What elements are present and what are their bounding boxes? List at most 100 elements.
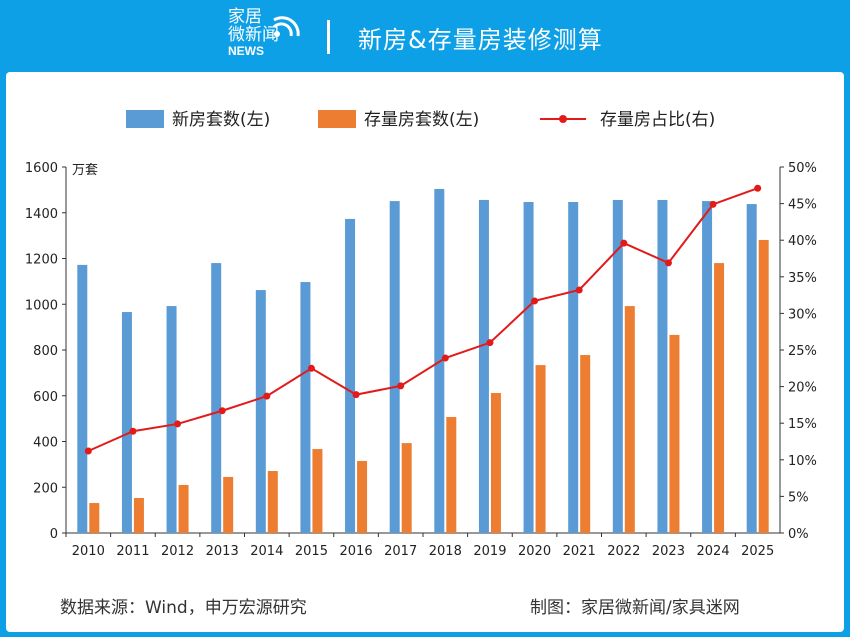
legend-swatch-stock [318, 110, 356, 128]
left-tick-label: 1000 [25, 298, 58, 313]
stock-house-bar [178, 484, 189, 533]
stock-house-bar [580, 355, 591, 533]
stock-house-bar [758, 239, 769, 533]
x-tick-label: 2016 [340, 544, 373, 559]
new-house-bar [612, 199, 623, 533]
new-house-bar [702, 201, 713, 534]
left-tick-label: 1600 [25, 161, 58, 176]
x-tick-label: 2019 [473, 544, 506, 559]
right-tick-label: 30% [788, 307, 817, 322]
x-tick-label: 2023 [652, 544, 685, 559]
ratio-line [87, 187, 759, 452]
left-tick-label: 400 [33, 436, 58, 451]
x-tick-label: 2022 [607, 544, 640, 559]
stock-house-bar [490, 393, 501, 533]
x-tick-label: 2018 [429, 544, 462, 559]
x-tick-label: 2010 [72, 544, 105, 559]
x-tick-label: 2014 [250, 544, 283, 559]
x-tick-label: 2020 [518, 544, 551, 559]
x-tick-label: 2025 [741, 544, 774, 559]
left-tick-label: 600 [33, 390, 58, 405]
right-tick-label: 20% [788, 381, 817, 396]
legend-label-new: 新房套数(左) [172, 110, 270, 130]
ratio-point [263, 392, 271, 400]
stock-house-bar [357, 460, 368, 533]
stock-house-bar [714, 263, 725, 533]
signal-icon [272, 16, 300, 37]
right-tick-label: 10% [788, 454, 817, 469]
left-tick-label: 200 [33, 481, 58, 496]
stock-house-bar [624, 306, 635, 533]
x-tick-label: 2021 [563, 544, 596, 559]
stock-house-bar [223, 476, 234, 533]
stock-house-bar [669, 334, 680, 533]
ratio-point [709, 200, 717, 208]
new-house-bar [77, 264, 88, 533]
left-tick-label: 800 [33, 344, 58, 359]
ratio-point [84, 447, 92, 455]
stock-house-bar [89, 503, 100, 533]
x-tick-label: 2012 [161, 544, 194, 559]
ratio-point [174, 420, 182, 428]
x-tick-label: 2011 [116, 544, 149, 559]
right-tick-label: 0% [788, 527, 809, 542]
stock-house-bar [312, 449, 323, 533]
logo: 家居 微新闻 NEWS [228, 8, 318, 64]
right-tick-label: 5% [788, 490, 809, 505]
legend-swatch-new [126, 110, 164, 128]
new-house-bar [478, 199, 489, 533]
ratio-point [397, 382, 405, 390]
credit-note: 制图：家居微新闻/家具迷网 [530, 598, 740, 618]
new-house-bar [389, 201, 400, 534]
right-tick-label: 15% [788, 417, 817, 432]
ratio-point [620, 239, 628, 247]
right-tick-label: 45% [788, 198, 817, 213]
logo-text: 微新闻 [228, 25, 279, 45]
logo-text: 家居 [228, 7, 262, 27]
ratio-point [531, 297, 539, 305]
x-tick-label: 2015 [295, 544, 328, 559]
ratio-point [218, 407, 226, 415]
logo-text: NEWS [228, 44, 264, 58]
ratio-point [754, 184, 762, 192]
x-tick-label: 2024 [697, 544, 730, 559]
stock-house-bar [267, 471, 278, 533]
new-house-bar [121, 312, 132, 533]
new-house-bar [166, 306, 177, 533]
legend-label-stock: 存量房套数(左) [364, 110, 479, 130]
left-tick-label: 1200 [25, 253, 58, 268]
page-title: 新房&存量房装修测算 [358, 26, 603, 54]
ratio-point [664, 259, 672, 267]
legend-label-ratio: 存量房占比(右) [600, 110, 715, 130]
left-tick-label: 0 [50, 527, 58, 542]
right-tick-label: 40% [788, 234, 817, 249]
ratio-point [575, 286, 583, 294]
new-house-bar [746, 204, 757, 533]
source-note: 数据来源：Wind，申万宏源研究 [60, 598, 307, 618]
left-axis-unit: 万套 [72, 162, 98, 178]
new-house-bar [523, 201, 534, 533]
header: 家居 微新闻 NEWS 新房&存量房装修测算 [0, 0, 850, 72]
stock-house-bar [535, 365, 546, 533]
legend-marker-ratio [559, 115, 567, 123]
divider [327, 20, 330, 54]
right-tick-label: 35% [788, 271, 817, 286]
ratio-point [129, 427, 137, 435]
right-tick-label: 50% [788, 161, 817, 176]
x-tick-label: 2017 [384, 544, 417, 559]
new-house-bar [657, 199, 668, 533]
stock-house-bar [446, 417, 457, 533]
stock-house-bar [133, 498, 144, 533]
new-house-bar [211, 263, 222, 533]
ratio-point [486, 339, 494, 347]
ratio-point [441, 354, 449, 362]
new-house-bar [300, 282, 311, 533]
ratio-point [352, 391, 360, 399]
right-tick-label: 25% [788, 344, 817, 359]
stock-house-bar [401, 443, 412, 533]
x-tick-label: 2013 [206, 544, 239, 559]
ratio-point [307, 364, 315, 372]
new-house-bar [255, 290, 266, 533]
new-house-bar [345, 218, 356, 533]
